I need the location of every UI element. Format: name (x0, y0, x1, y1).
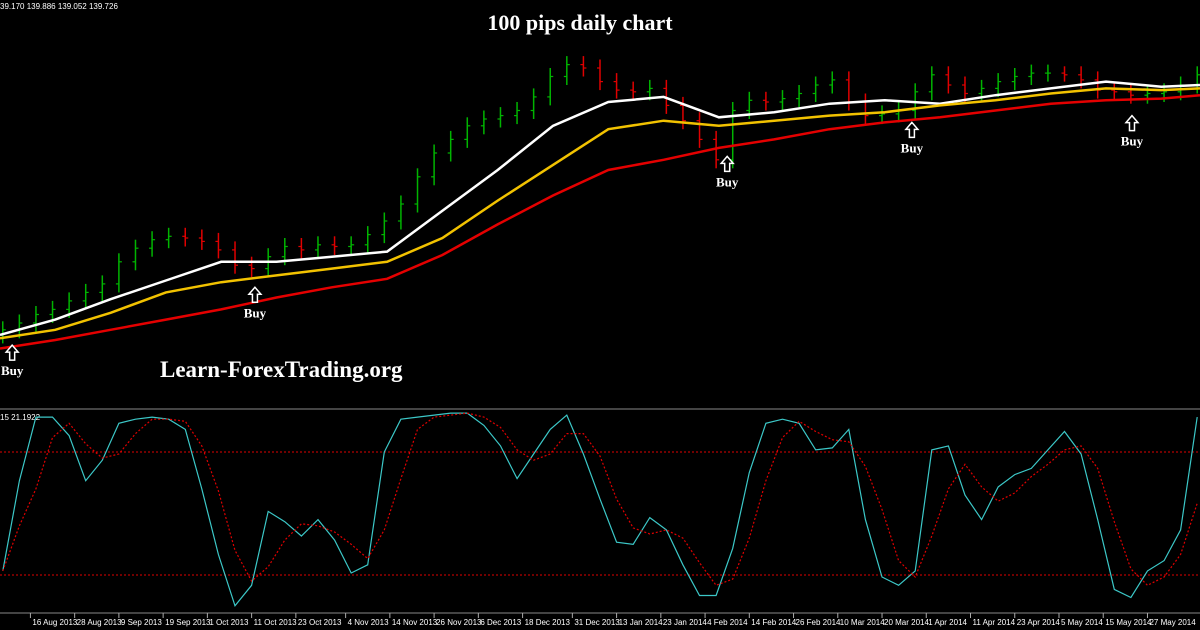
x-tick-label: 23 Jan 2014 (663, 618, 708, 627)
buy-label: Buy (1, 363, 24, 378)
x-tick-label: 19 Sep 2013 (165, 618, 211, 627)
buy-arrow (247, 286, 263, 304)
x-tick-label: 26 Nov 2013 (436, 618, 482, 627)
line (2, 412, 1198, 608)
x-tick-label: 11 Apr 2014 (973, 618, 1016, 627)
line (2, 412, 1198, 587)
x-tick-label: 23 Apr 2014 (1017, 618, 1061, 627)
chart-title: 100 pips daily chart (487, 10, 673, 35)
x-tick-label: 4 Nov 2013 (348, 618, 389, 627)
x-tick-label: 26 Feb 2014 (796, 618, 841, 627)
x-tick-label: 13 Jan 2014 (619, 618, 664, 627)
x-tick-label: 27 May 2014 (1149, 618, 1196, 627)
line (0, 87, 1200, 340)
buy-arrow (719, 155, 735, 173)
x-tick-label: 14 Nov 2013 (392, 618, 438, 627)
line (0, 80, 1200, 337)
x-tick-label: 15 May 2014 (1105, 618, 1152, 627)
buy-arrow (4, 343, 20, 361)
indicator-label: 15 21.1922 (0, 413, 41, 422)
buy-label: Buy (901, 140, 924, 155)
x-tick-label: 11 Oct 2013 (254, 618, 298, 627)
buy-label: Buy (1121, 134, 1144, 149)
watermark: Learn-ForexTrading.org (160, 357, 403, 382)
x-tick-label: 1 Apr 2014 (928, 618, 967, 627)
x-tick-label: 31 Dec 2013 (574, 618, 620, 627)
buy-arrow (904, 121, 920, 139)
x-tick-label: 9 Sep 2013 (121, 618, 162, 627)
buy-label: Buy (244, 305, 267, 320)
x-tick-label: 6 Dec 2013 (480, 618, 521, 627)
line (0, 93, 1200, 350)
buy-arrow (1124, 114, 1140, 132)
x-tick-label: 20 Mar 2014 (884, 618, 929, 627)
price-info: 39.170 139.886 139.052 139.726 (0, 2, 118, 11)
x-tick-label: 14 Feb 2014 (751, 618, 796, 627)
x-tick-label: 23 Oct 2013 (298, 618, 342, 627)
x-tick-label: 1 Oct 2013 (209, 618, 249, 627)
buy-label: Buy (716, 174, 739, 189)
x-tick-label: 10 Mar 2014 (840, 618, 885, 627)
x-tick-label: 18 Dec 2013 (525, 618, 571, 627)
x-tick-label: 5 May 2014 (1061, 618, 1103, 627)
x-tick-label: 16 Aug 2013 (32, 618, 77, 627)
x-tick-label: 4 Feb 2014 (707, 618, 748, 627)
x-tick-label: 28 Aug 2013 (77, 618, 122, 627)
